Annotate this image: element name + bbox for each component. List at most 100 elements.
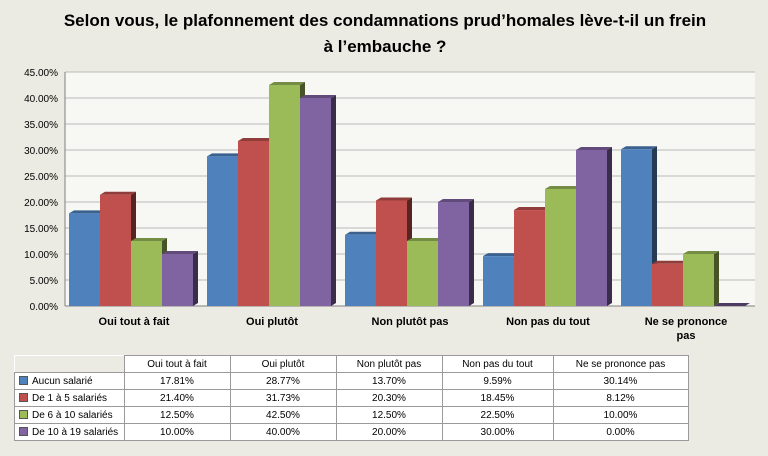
table-column-header: Non plutôt pas	[335, 355, 443, 373]
bar	[376, 197, 412, 306]
table-column-header: Oui tout à fait	[123, 355, 231, 373]
bar-front	[69, 213, 100, 306]
bar-front	[345, 234, 376, 306]
bar-front	[683, 254, 714, 306]
bar-front	[483, 256, 514, 306]
legend-key	[19, 376, 28, 386]
bar-top	[483, 253, 519, 257]
table-series-label: De 6 à 10 salariés	[14, 406, 125, 424]
bar	[545, 186, 581, 306]
bar-front	[545, 189, 576, 306]
bar	[345, 231, 381, 306]
x-tick-label: Oui tout à fait	[99, 316, 170, 328]
table-cell: 17.81%	[123, 372, 231, 390]
data-table: Oui tout à fait Oui plutôt Non plutôt pas N…	[14, 355, 689, 441]
table-cell: 22.50%	[441, 406, 554, 424]
y-tick-label: 5.00%	[30, 276, 58, 287]
table-cell: 13.70%	[335, 372, 443, 390]
bar-front	[300, 98, 331, 306]
bar-top	[376, 197, 412, 201]
table-cell: 0.00%	[552, 423, 689, 441]
legend-label: De 1 à 5 salariés	[32, 392, 108, 404]
bar-front	[207, 156, 238, 306]
x-tick-label: Non pas du tout	[506, 316, 590, 328]
table-cell: 31.73%	[229, 389, 337, 407]
legend-label: De 10 à 19 salariés	[32, 426, 119, 438]
bar-side	[469, 199, 474, 306]
bar	[131, 238, 167, 306]
table-cell: 30.00%	[441, 423, 554, 441]
bar-front	[376, 200, 407, 306]
legend-label: Aucun salarié	[32, 375, 93, 387]
table-cell: 12.50%	[335, 406, 443, 424]
bar-top	[238, 138, 274, 142]
bar	[100, 191, 136, 306]
bar-top	[438, 199, 474, 202]
table-cell: 10.00%	[123, 423, 231, 441]
y-tick-label: 40.00%	[24, 94, 58, 105]
bar-side	[331, 95, 336, 306]
bar-top	[545, 186, 581, 189]
table-cell: 10.00%	[552, 406, 689, 424]
bar-front	[131, 241, 162, 306]
bar	[300, 95, 336, 306]
bar-top	[621, 146, 657, 150]
x-tick-label: Oui plutôt	[246, 316, 298, 328]
y-tick-label: 20.00%	[24, 198, 58, 209]
bar	[483, 253, 519, 306]
table-cell: 18.45%	[441, 389, 554, 407]
bar-front	[621, 149, 652, 306]
y-tick-label: 15.00%	[24, 224, 58, 235]
table-series-label: De 10 à 19 salariés	[14, 423, 125, 441]
bar-top	[407, 238, 443, 241]
bar	[621, 146, 657, 306]
table-cell: 28.77%	[229, 372, 337, 390]
bar-side	[714, 251, 719, 306]
table-row: De 6 à 10 salariés 12.50% 42.50% 12.50% 22.5…	[14, 406, 689, 424]
bar-front	[652, 263, 683, 306]
y-tick-label: 45.00%	[24, 68, 58, 79]
bar-side	[193, 251, 198, 306]
bar-front	[269, 85, 300, 306]
bar	[576, 147, 612, 306]
legend-key	[19, 410, 28, 420]
y-tick-label: 25.00%	[24, 172, 58, 183]
x-tick-labels: Oui tout à fait Oui plutôt Non plutôt pas N…	[99, 316, 728, 342]
bars	[69, 82, 750, 306]
bar	[438, 199, 474, 306]
table-series-label: De 1 à 5 salariés	[14, 389, 125, 407]
legend-key	[19, 427, 28, 437]
table-cell: 8.12%	[552, 389, 689, 407]
table-row: Aucun salarié 17.81% 28.77% 13.70% 9.59% 30.1…	[14, 372, 689, 390]
table-cell: 42.50%	[229, 406, 337, 424]
bar-front	[162, 254, 193, 306]
bar-front	[576, 150, 607, 306]
table-cell: 20.00%	[335, 423, 443, 441]
table-row: De 1 à 5 salariés 21.40% 31.73% 20.30% 18.45…	[14, 389, 689, 407]
bar	[714, 303, 750, 306]
bar-top	[69, 210, 105, 214]
bar-side	[607, 147, 612, 306]
y-tick-label: 10.00%	[24, 250, 58, 261]
table-row: De 10 à 19 salariés 10.00% 40.00% 20.00% 30.…	[14, 423, 689, 441]
bar-top	[683, 251, 719, 254]
y-tick-label: 35.00%	[24, 120, 58, 131]
bar-chart: 0.00% 5.00% 10.00% 15.00% 20.00% 25.00% 30.00%…	[24, 68, 755, 342]
table-column-header: Oui plutôt	[229, 355, 337, 373]
legend-key	[19, 393, 28, 403]
x-tick-label: Non plutôt pas	[372, 316, 449, 328]
table-header-row: Oui tout à fait Oui plutôt Non plutôt pas N…	[14, 355, 689, 373]
table-cell: 12.50%	[123, 406, 231, 424]
table-cell: 21.40%	[123, 389, 231, 407]
table-series-label: Aucun salarié	[14, 372, 125, 390]
legend-label: De 6 à 10 salariés	[32, 409, 113, 421]
bar-front	[100, 194, 131, 306]
bar-top	[100, 191, 136, 195]
y-tick-label: 0.00%	[30, 302, 58, 313]
table-column-header: Ne se prononce pas	[552, 355, 689, 373]
table-corner	[14, 355, 125, 373]
bar-top	[345, 231, 381, 235]
chart-title: Selon vous, le plafonnement des condamna…	[63, 11, 707, 56]
x-tick-label: Ne se prononce pas	[645, 316, 728, 342]
bar-front	[514, 210, 545, 306]
